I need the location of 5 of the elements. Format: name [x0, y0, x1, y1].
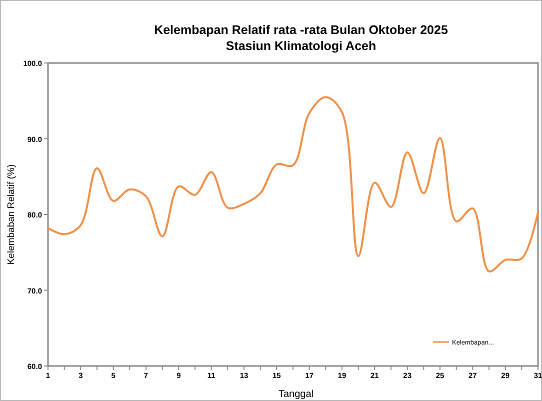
y-axis-title: Kelembaban Relatif (%) — [6, 164, 17, 265]
line-series — [47, 96, 539, 272]
chart-subtitle: Stasiun Klimatologi Aceh — [226, 39, 376, 53]
chart-title: Kelembapan Relatif rata -rata Bulan Oktober 2025 — [154, 23, 448, 37]
x-axis-title: Tanggal — [278, 389, 314, 400]
